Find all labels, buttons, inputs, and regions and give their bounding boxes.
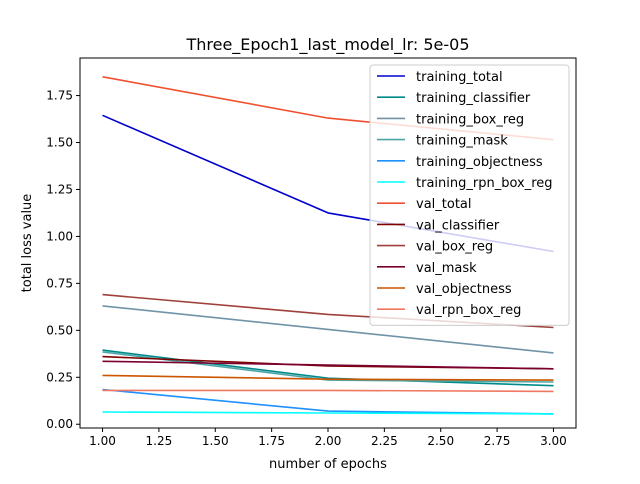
x-tick-label: 1.00 bbox=[89, 434, 116, 448]
legend-label: training_total bbox=[416, 70, 503, 85]
series-line-val_mask bbox=[102, 360, 554, 370]
y-tick-label: 1.00 bbox=[46, 229, 73, 243]
legend-label: val_objectness bbox=[416, 282, 512, 297]
legend-label: val_total bbox=[416, 197, 472, 212]
series-line-training_mask bbox=[102, 351, 554, 383]
x-tick-label: 2.25 bbox=[371, 434, 398, 448]
plot-frame bbox=[79, 57, 577, 429]
y-tick-label: 1.25 bbox=[46, 182, 73, 196]
x-tick-label: 2.00 bbox=[315, 434, 342, 448]
plot-lines bbox=[102, 76, 554, 415]
legend-label: val_rpn_box_reg bbox=[416, 303, 521, 318]
legend-label: val_mask bbox=[416, 261, 477, 276]
x-axis-ticks: 1.00 1.25 1.50 1.75 2.00 2.25 2.50 2.75 3.00 bbox=[89, 428, 567, 448]
y-axis-ticks: 0.00 0.25 0.50 0.75 1.00 1.25 1.50 1.75 bbox=[46, 89, 80, 431]
legend-box bbox=[369, 64, 570, 326]
y-tick-label: 0.50 bbox=[46, 323, 73, 337]
legend-label: training_box_reg bbox=[416, 112, 524, 127]
legend: training_total training_classifiertrainin… bbox=[369, 64, 570, 326]
x-axis-label: number of epochs bbox=[269, 457, 387, 472]
legend-label: val_classifier bbox=[416, 218, 500, 233]
y-tick-label: 0.75 bbox=[46, 276, 73, 290]
legend-label: training_classifier bbox=[416, 91, 531, 106]
chart-title: Three_Epoch1_last_model_lr: 5e-05 bbox=[185, 35, 469, 55]
x-tick-label: 2.75 bbox=[484, 434, 511, 448]
x-tick-label: 2.50 bbox=[427, 434, 454, 448]
legend-label: val_box_reg bbox=[416, 240, 493, 255]
series-line-val_objectness bbox=[102, 374, 554, 381]
series-line-val_rpn_box_reg bbox=[102, 389, 554, 393]
legend-label: training_rpn_box_reg bbox=[416, 176, 553, 191]
x-tick-label: 1.75 bbox=[258, 434, 285, 448]
x-tick-label: 1.50 bbox=[202, 434, 229, 448]
legend-label: training_mask bbox=[416, 134, 508, 149]
y-tick-label: 0.00 bbox=[46, 417, 73, 431]
series-line-training_box_reg bbox=[102, 305, 554, 354]
y-tick-label: 0.25 bbox=[46, 370, 73, 384]
series-line-training_rpn_box_reg bbox=[102, 411, 554, 415]
y-tick-label: 1.50 bbox=[46, 136, 73, 150]
x-tick-label: 1.25 bbox=[146, 434, 173, 448]
y-tick-label: 1.75 bbox=[46, 89, 73, 103]
legend-label: training_objectness bbox=[416, 155, 543, 170]
y-axis-label: total loss value bbox=[20, 194, 35, 293]
x-tick-label: 3.00 bbox=[540, 434, 567, 448]
